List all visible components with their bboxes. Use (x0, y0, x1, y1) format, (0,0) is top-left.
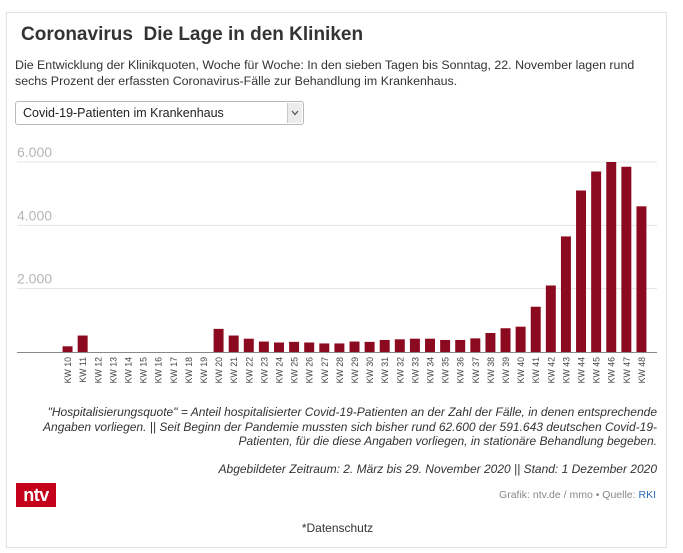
metric-dropdown[interactable]: Covid-19-Patienten im Krankenhaus (15, 101, 304, 125)
bar[interactable] (394, 339, 405, 352)
metric-dropdown-value: Covid-19-Patienten im Krankenhaus (23, 106, 224, 120)
x-tick-label: KW 34 (426, 357, 436, 384)
x-tick-label: KW 13 (108, 357, 118, 384)
x-tick-label: KW 23 (259, 357, 269, 384)
bar[interactable] (606, 162, 617, 352)
bar[interactable] (560, 236, 571, 352)
bar[interactable] (636, 206, 647, 352)
bar[interactable] (515, 326, 526, 352)
x-tick-label: KW 25 (290, 357, 300, 384)
x-tick-label: KW 15 (139, 357, 149, 384)
bar[interactable] (213, 328, 224, 352)
bar[interactable] (530, 306, 541, 352)
x-tick-label: KW 32 (395, 357, 405, 384)
chart-card: Coronavirus Die Lage in den Kliniken Die… (6, 12, 667, 548)
x-tick-label: KW 48 (637, 357, 647, 384)
bar[interactable] (62, 346, 73, 352)
x-tick-label: KW 30 (365, 357, 375, 384)
x-tick-label: KW 26 (305, 357, 315, 384)
bar[interactable] (440, 339, 451, 352)
bar[interactable] (77, 335, 88, 352)
bar[interactable] (274, 342, 284, 353)
bar[interactable] (621, 166, 632, 352)
bar[interactable] (576, 190, 587, 353)
dropdown-button[interactable] (287, 103, 302, 123)
x-tick-label: KW 41 (531, 357, 541, 384)
bar[interactable] (470, 338, 481, 352)
ntv-logo: ntv (16, 483, 56, 507)
x-tick-label: KW 47 (622, 357, 632, 384)
privacy-link[interactable]: *Datenschutz (301, 521, 374, 535)
x-tick-label: KW 38 (486, 357, 496, 384)
x-tick-label: KW 27 (320, 357, 330, 384)
x-tick-label: KW 33 (410, 357, 420, 384)
bar[interactable] (258, 341, 269, 352)
x-tick-label: KW 46 (607, 357, 617, 384)
bar[interactable] (304, 342, 315, 353)
x-tick-label: KW 21 (229, 357, 239, 384)
x-tick-label: KW 29 (350, 357, 360, 384)
x-tick-label: KW 19 (199, 357, 209, 384)
bar[interactable] (409, 338, 420, 352)
bar[interactable] (455, 339, 466, 352)
x-tick-label: KW 24 (274, 357, 284, 384)
credit-text: Grafik: ntv.de / mmo • Quelle: (499, 489, 639, 501)
definition-note: "Hospitalisierungsquote" = Anteil hospit… (43, 405, 657, 449)
chart-title: Coronavirus Die Lage in den Kliniken (21, 24, 364, 45)
bar[interactable] (289, 341, 300, 352)
x-tick-label: KW 35 (441, 357, 451, 384)
x-tick-label: KW 11 (78, 357, 88, 383)
bar[interactable] (319, 343, 330, 352)
x-tick-label: KW 45 (592, 357, 602, 384)
x-tick-label: KW 44 (577, 357, 587, 384)
x-tick-label: KW 37 (471, 357, 481, 384)
x-tick-label: KW 20 (214, 357, 224, 384)
bar[interactable] (243, 338, 254, 352)
bar[interactable] (228, 335, 239, 352)
y-tick-label: 6.000 (17, 144, 52, 160)
bar[interactable] (485, 333, 496, 352)
bar[interactable] (364, 341, 375, 352)
bar[interactable] (334, 343, 345, 352)
period-note: Abgebildeter Zeitraum: 2. März bis 29. N… (218, 462, 657, 476)
x-tick-label: KW 12 (93, 357, 103, 384)
bar[interactable] (545, 285, 556, 353)
chevron-down-icon (291, 110, 299, 116)
x-tick-label: KW 36 (456, 357, 466, 384)
x-tick-label: KW 14 (123, 357, 133, 384)
x-tick-label: KW 40 (516, 357, 526, 384)
x-tick-label: KW 43 (561, 357, 571, 384)
x-tick-label: KW 39 (501, 357, 511, 384)
bar[interactable] (349, 341, 360, 352)
y-tick-label: 4.000 (17, 207, 52, 223)
x-tick-label: KW 28 (335, 357, 345, 384)
bar[interactable] (591, 171, 602, 353)
x-tick-label: KW 31 (380, 357, 390, 384)
x-tick-label: KW 16 (154, 357, 164, 384)
x-tick-label: KW 22 (244, 357, 254, 384)
bar[interactable] (500, 328, 511, 352)
x-tick-label: KW 17 (169, 357, 179, 384)
bar[interactable] (379, 339, 390, 352)
x-tick-label: KW 18 (184, 357, 194, 384)
y-tick-label: 2.000 (17, 271, 52, 287)
bar[interactable] (425, 338, 435, 352)
credit-line: Grafik: ntv.de / mmo • Quelle: RKI (499, 489, 656, 501)
source-link[interactable]: RKI (638, 489, 656, 501)
x-tick-label: KW 42 (546, 357, 556, 384)
chart-subtitle: Die Entwicklung der Klinikquoten, Woche … (15, 58, 635, 88)
bar-chart: 6.000 4.000 2.000 KW 10 KW 11 KW 12 KW 13 KW 14… (17, 144, 657, 384)
x-tick-label: KW 10 (63, 357, 73, 384)
